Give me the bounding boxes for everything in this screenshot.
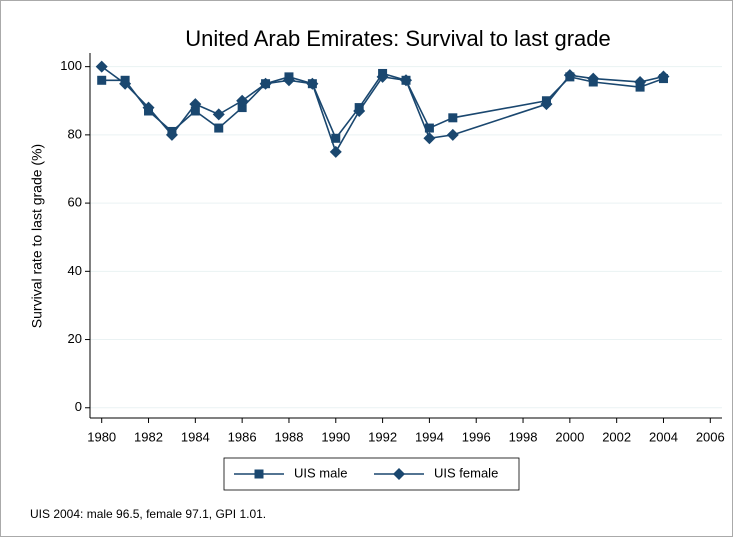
marker-diamond	[212, 108, 225, 121]
x-tick-label: 1986	[228, 429, 257, 444]
marker-diamond	[353, 104, 366, 117]
x-tick-label: 1992	[368, 429, 397, 444]
marker-square	[424, 123, 434, 133]
marker-square	[214, 123, 224, 133]
y-axis-label: Survival rate to last grade (%)	[29, 144, 45, 328]
marker-diamond	[563, 69, 576, 82]
marker-square	[254, 469, 264, 479]
x-tick-label: 1998	[509, 429, 538, 444]
marker-diamond	[446, 128, 459, 141]
legend-label: UIS female	[434, 465, 498, 480]
x-tick-label: 1984	[181, 429, 210, 444]
marker-diamond	[393, 468, 405, 480]
marker-diamond	[540, 98, 553, 111]
marker-diamond	[587, 72, 600, 85]
marker-diamond	[119, 77, 132, 90]
marker-diamond	[165, 128, 178, 141]
y-tick-label: 80	[68, 126, 82, 141]
x-tick-label: 1980	[87, 429, 116, 444]
marker-diamond	[376, 70, 389, 83]
marker-diamond	[282, 74, 295, 87]
marker-diamond	[142, 101, 155, 114]
x-tick-label: 2002	[602, 429, 631, 444]
marker-diamond	[400, 74, 412, 87]
x-tick-label: 1982	[134, 429, 163, 444]
chart-title: United Arab Emirates: Survival to last g…	[185, 26, 611, 51]
note: UIS 2004: male 96.5, female 97.1, GPI 1.…	[30, 507, 266, 521]
marker-diamond	[236, 94, 249, 107]
legend-label: UIS male	[294, 465, 347, 480]
x-tick-label: 2004	[649, 429, 678, 444]
marker-square	[237, 103, 247, 113]
marker-square	[331, 133, 341, 143]
x-tick-label: 1994	[415, 429, 444, 444]
marker-square	[448, 113, 458, 123]
marker-square	[190, 106, 200, 116]
marker-diamond	[259, 77, 272, 90]
marker-square	[97, 75, 107, 85]
marker-diamond	[657, 70, 670, 83]
x-tick-label: 1996	[462, 429, 491, 444]
y-tick-label: 100	[60, 58, 82, 73]
marker-diamond	[423, 132, 436, 145]
y-tick-label: 20	[68, 331, 82, 346]
marker-diamond	[329, 145, 342, 158]
x-tick-label: 1988	[275, 429, 304, 444]
x-tick-label: 2000	[555, 429, 584, 444]
marker-diamond	[95, 60, 108, 73]
marker-diamond	[634, 75, 647, 88]
marker-diamond	[306, 77, 319, 90]
marker-diamond	[189, 98, 202, 111]
x-tick-label: 2006	[696, 429, 725, 444]
x-tick-label: 1990	[321, 429, 350, 444]
y-tick-label: 0	[75, 399, 82, 414]
y-tick-label: 40	[68, 263, 82, 278]
y-tick-label: 60	[68, 195, 82, 210]
